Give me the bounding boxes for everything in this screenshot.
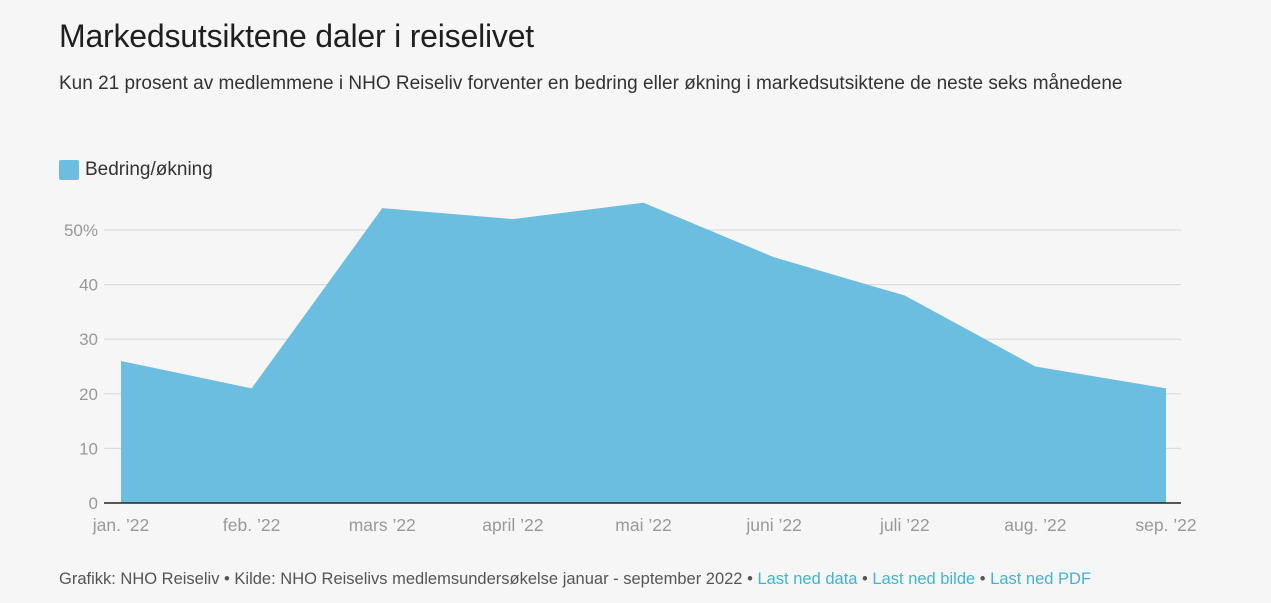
legend: Bedring/økning [59, 159, 213, 181]
x-tick-label: feb. ’22 [223, 515, 280, 535]
download-pdf-link[interactable]: Last ned PDF [990, 570, 1092, 588]
footer-separator: • [862, 570, 868, 588]
x-tick-label: juli ’22 [879, 515, 930, 535]
footer-separator: • [224, 570, 230, 588]
x-tick-label: april ’22 [482, 515, 543, 535]
area-chart: 0 10 20 30 40 50% jan. ’22 feb. ’22 mars ’22 apri… [64, 202, 1197, 535]
y-tick-label: 20 [79, 385, 98, 404]
download-data-link[interactable]: Last ned data [757, 570, 858, 588]
x-tick-label: aug. ’22 [1004, 515, 1066, 535]
footer-separator: • [979, 570, 986, 588]
footer-separator: • [747, 570, 753, 588]
y-tick-label: 40 [79, 276, 98, 295]
area-series-bedring [121, 202, 1166, 503]
legend-label-bedring: Bedring/økning [85, 159, 213, 180]
x-tick-label: sep. ’22 [1135, 515, 1196, 535]
legend-swatch-bedring [59, 160, 79, 180]
footer: Grafikk: NHO Reiseliv • Kilde: NHO Reise… [59, 570, 1091, 589]
download-image-link[interactable]: Last ned bilde [872, 570, 976, 588]
footer-source: Kilde: NHO Reiselivs medlemsundersøkelse… [234, 570, 743, 588]
y-tick-label: 10 [79, 439, 98, 458]
x-tick-label: mars ’22 [349, 515, 416, 535]
footer-credit: Grafikk: NHO Reiseliv [59, 570, 220, 588]
chart-subtitle: Kun 21 prosent av medlemmene i NHO Reise… [59, 73, 1123, 94]
x-tick-label: juni ’22 [745, 515, 801, 535]
chart-title: Markedsutsiktene daler i reiselivet [59, 18, 534, 54]
x-tick-label: mai ’22 [615, 515, 671, 535]
y-tick-label: 0 [89, 494, 98, 513]
y-tick-label: 30 [79, 330, 98, 349]
y-tick-label: 50% [64, 221, 98, 240]
x-tick-label: jan. ’22 [92, 515, 149, 535]
